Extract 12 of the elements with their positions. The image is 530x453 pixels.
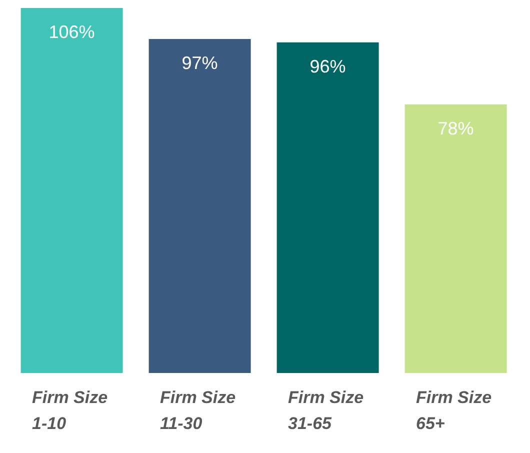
x-tick-label: Firm Size 65+ — [416, 388, 492, 433]
x-tick-label: Firm Size 11-30 — [160, 388, 236, 433]
x-tick-label: Firm Size 1-10 — [32, 388, 108, 433]
x-tick-label: Firm Size 31-65 — [288, 388, 364, 433]
bar — [404, 104, 507, 373]
bar — [148, 38, 251, 373]
bar — [20, 8, 123, 373]
data-label: 96% — [310, 56, 346, 76]
data-label: 78% — [438, 118, 474, 138]
data-label: 106% — [48, 22, 95, 42]
data-label: 97% — [182, 52, 218, 73]
bar — [276, 42, 379, 373]
